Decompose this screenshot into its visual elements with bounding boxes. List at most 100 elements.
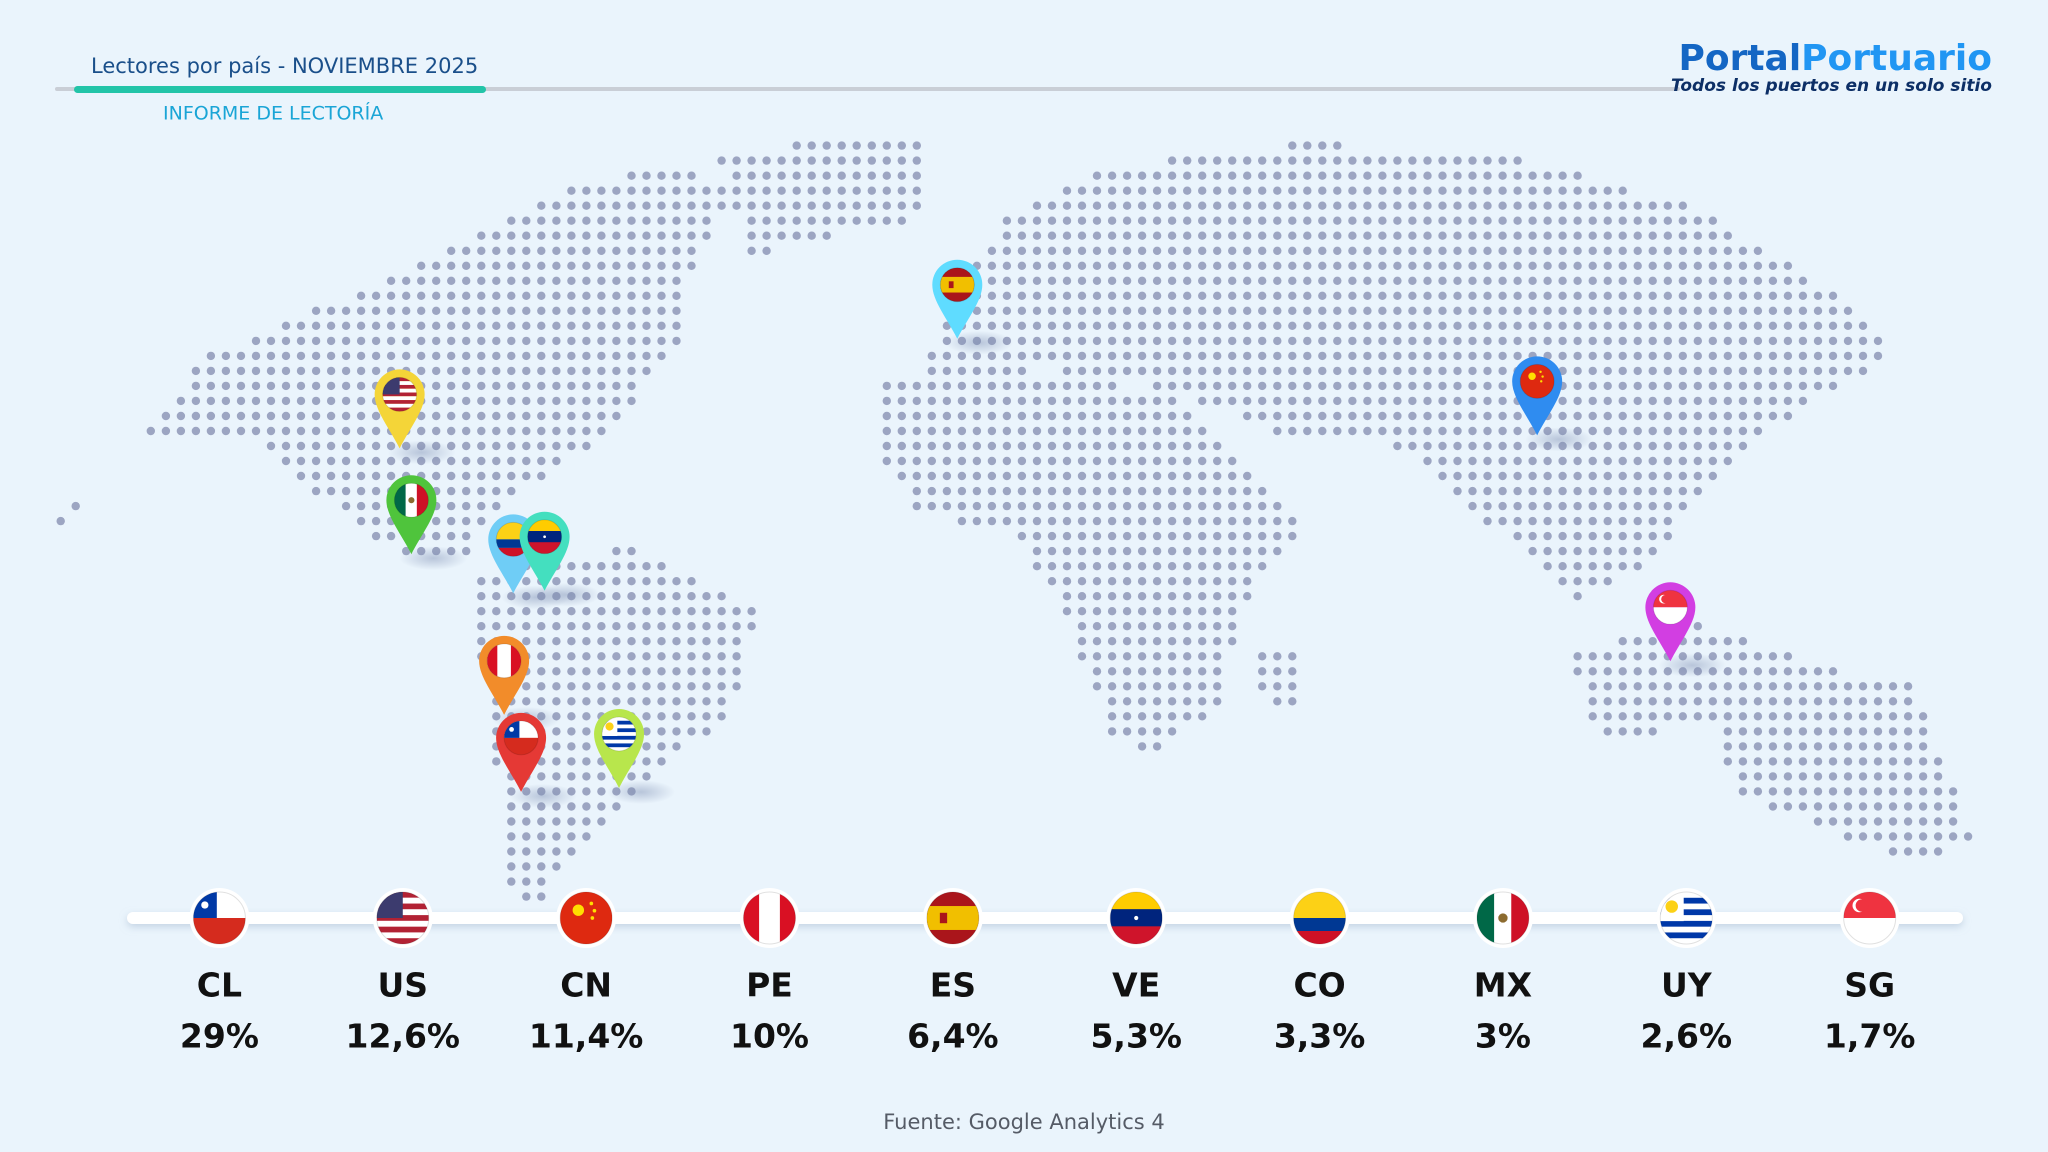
map-dot xyxy=(1933,802,1943,811)
map-dot xyxy=(1213,516,1222,526)
map-dot xyxy=(296,411,306,421)
map-dot xyxy=(507,441,516,451)
map-dot xyxy=(1813,351,1823,361)
map-dot xyxy=(1513,156,1522,165)
map-dot xyxy=(1423,321,1432,330)
map-dot xyxy=(492,592,501,601)
map-dot xyxy=(1243,156,1252,165)
map-dot xyxy=(1738,336,1748,346)
map-dot xyxy=(1783,802,1793,811)
map-dot xyxy=(1258,246,1267,255)
map-dot xyxy=(1498,411,1507,421)
map-dot xyxy=(1107,577,1117,586)
map-dot xyxy=(1858,802,1868,811)
map-dot xyxy=(1198,637,1207,646)
map-dot xyxy=(1498,186,1507,195)
map-dot xyxy=(1213,622,1222,631)
map-dot xyxy=(1528,261,1537,270)
map-dot xyxy=(447,501,456,511)
map-dot xyxy=(1243,471,1252,481)
map-dot xyxy=(1408,186,1417,195)
map-dot xyxy=(882,411,891,421)
map-dot xyxy=(1663,471,1673,481)
map-dot xyxy=(627,622,636,631)
map-dot xyxy=(206,351,216,361)
flag-part xyxy=(743,892,760,944)
map-dot xyxy=(972,411,982,421)
map-dot xyxy=(1918,832,1928,841)
map-dot xyxy=(507,471,516,481)
map-dot xyxy=(1663,381,1673,391)
map-dot xyxy=(356,486,366,496)
map-dot xyxy=(1588,516,1597,526)
map-dot xyxy=(1618,381,1627,391)
map-dot xyxy=(1137,426,1147,436)
map-dot xyxy=(1468,411,1477,421)
map-dot xyxy=(1077,231,1087,240)
map-dot xyxy=(1333,321,1342,330)
map-dot xyxy=(657,667,666,676)
flag xyxy=(487,643,522,678)
map-dot xyxy=(1798,742,1808,751)
map-dot xyxy=(1408,306,1417,315)
map-dot xyxy=(1152,426,1162,436)
map-dot xyxy=(1198,381,1207,391)
map-dot xyxy=(1183,411,1192,421)
map-dot xyxy=(1678,291,1688,300)
map-dot xyxy=(1483,246,1492,255)
map-dot xyxy=(1483,396,1492,406)
map-dot xyxy=(582,426,591,436)
map-dot xyxy=(687,592,696,601)
map-dot xyxy=(311,321,321,330)
map-dot xyxy=(657,652,666,661)
map-dot xyxy=(717,186,726,195)
map-dot xyxy=(1738,757,1748,766)
map-dot xyxy=(462,291,471,300)
map-dot xyxy=(1438,396,1447,406)
flag-part xyxy=(376,920,429,927)
map-dot xyxy=(972,471,982,481)
map-dot xyxy=(1393,396,1402,406)
map-dot xyxy=(1648,216,1657,225)
map-dot xyxy=(1152,336,1162,346)
map-dot xyxy=(1077,351,1087,361)
map-dot xyxy=(1258,291,1267,300)
map-dot xyxy=(1107,562,1117,571)
map-dot xyxy=(1588,562,1597,571)
map-dot xyxy=(1122,171,1132,180)
map-dot xyxy=(642,366,651,376)
map-dot xyxy=(1543,546,1552,556)
map-dot xyxy=(1348,291,1357,300)
map-dot xyxy=(1708,291,1718,300)
map-dot xyxy=(627,562,636,571)
map-dot xyxy=(1603,501,1612,511)
map-dot xyxy=(1468,396,1477,406)
map-dot xyxy=(477,411,486,421)
map-dot xyxy=(1092,562,1102,571)
map-dot xyxy=(221,366,231,376)
map-dot xyxy=(1783,411,1793,421)
map-dot xyxy=(1513,231,1522,240)
map-dot xyxy=(1258,306,1267,315)
map-dot xyxy=(1183,186,1192,195)
map-dot xyxy=(1648,321,1657,330)
map-dot xyxy=(1348,171,1357,180)
map-dot xyxy=(1528,306,1537,315)
map-dot xyxy=(1303,156,1312,165)
map-dot xyxy=(1678,501,1688,511)
map-dot xyxy=(522,246,531,255)
map-dot xyxy=(1633,471,1642,481)
map-dot xyxy=(612,577,621,586)
map-dot xyxy=(1588,411,1597,421)
flag-rim xyxy=(926,891,980,945)
map-dot xyxy=(627,592,636,601)
map-dot xyxy=(1408,336,1417,346)
flag-rim xyxy=(1519,363,1555,399)
map-dot xyxy=(1828,336,1838,346)
map-dot xyxy=(1348,381,1357,391)
source: Fuente: Google Analytics 4 xyxy=(883,1110,1165,1134)
map-dot xyxy=(1468,336,1477,346)
map-dot xyxy=(567,396,576,406)
map-dot xyxy=(1333,396,1342,406)
map-dot xyxy=(492,231,501,240)
